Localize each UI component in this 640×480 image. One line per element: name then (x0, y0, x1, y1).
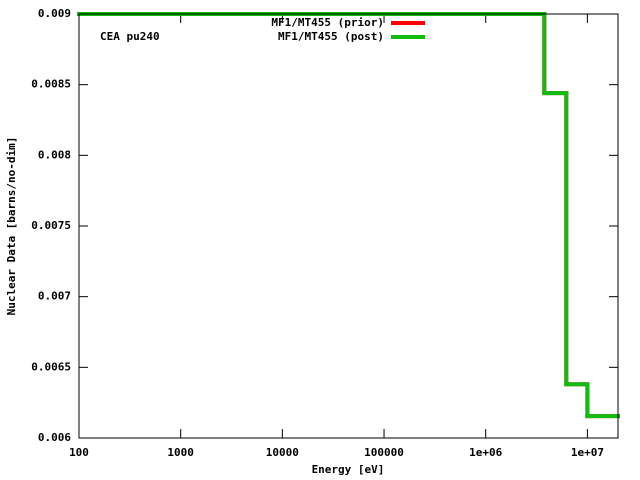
y-tick-label: 0.007 (38, 290, 71, 303)
annotation: CEA pu240 (100, 30, 160, 43)
x-tick-label: 1e+07 (571, 446, 604, 459)
y-tick-label: 0.0085 (31, 78, 71, 91)
x-tick-label: 10000 (266, 446, 299, 459)
x-tick-label: 1000 (167, 446, 194, 459)
y-tick-label: 0.008 (38, 148, 71, 161)
x-tick-label: 100 (69, 446, 89, 459)
y-axis-label: Nuclear Data [barns/no-dim] (5, 137, 18, 316)
legend-label: MF1/MT455 (post) (278, 30, 384, 43)
y-tick-label: 0.009 (38, 7, 71, 20)
x-tick-label: 1e+06 (469, 446, 502, 459)
y-tick-label: 0.0065 (31, 360, 71, 373)
y-tick-label: 0.006 (38, 431, 71, 444)
x-tick-label: 100000 (364, 446, 404, 459)
y-tick-label: 0.0075 (31, 219, 71, 232)
legend-label: MF1/MT455 (prior) (271, 16, 384, 29)
plot-frame (78, 13, 619, 439)
x-axis-label: Energy [eV] (312, 463, 385, 476)
